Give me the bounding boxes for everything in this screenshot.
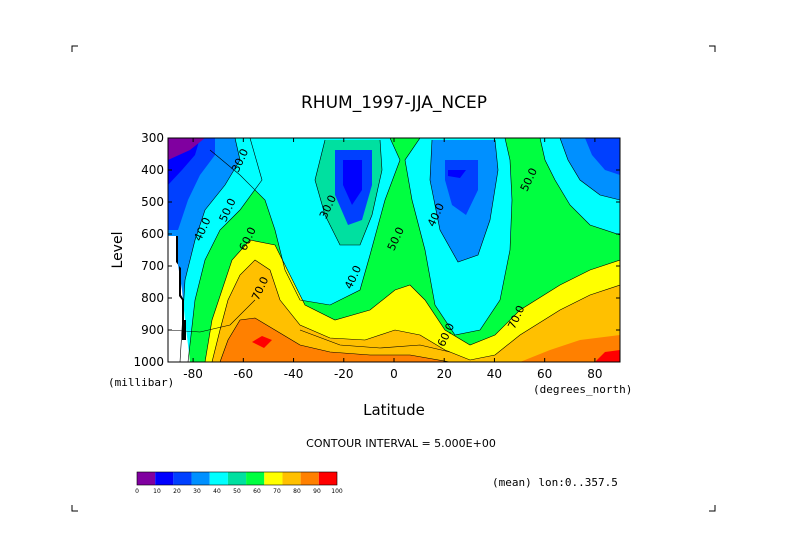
- colorbar-swatch: [155, 472, 174, 485]
- colorbar-label: 100: [331, 488, 343, 495]
- colorbar-label: 10: [153, 488, 161, 495]
- colorbar-swatch: [137, 472, 156, 485]
- colorbar-label: 60: [253, 488, 261, 495]
- fill-region-80: [220, 318, 620, 362]
- colorbar-label: 0: [135, 488, 139, 495]
- x-tick-label: 40: [487, 367, 502, 381]
- y-tick-label: 800: [141, 291, 164, 305]
- colorbar-swatch: [282, 472, 301, 485]
- colorbar-swatch: [209, 472, 228, 485]
- fill-region-sh-0: [168, 138, 205, 160]
- x-tick-label: -60: [234, 367, 254, 381]
- x-tick-label: -20: [334, 367, 354, 381]
- colorbar-swatch: [318, 472, 337, 485]
- y-tick-label: 600: [141, 227, 164, 241]
- colorbar-label: 90: [313, 488, 321, 495]
- fill-region-10-south: [343, 160, 362, 205]
- x-tick-label: -40: [284, 367, 304, 381]
- colorbar-swatch: [173, 472, 192, 485]
- colorbar-label: 50: [233, 488, 241, 495]
- x-tick-label: 80: [587, 367, 602, 381]
- colorbar-swatch: [264, 472, 283, 485]
- y-axis-units: (millibar): [108, 376, 174, 389]
- colorbar-swatch: [191, 472, 210, 485]
- contour-field: [168, 138, 620, 362]
- y-tick-label: 400: [141, 163, 164, 177]
- colorbar-label: 20: [173, 488, 181, 495]
- x-axis-label: Latitude: [363, 401, 425, 419]
- mean-annotation: (mean) lon:0..357.5: [492, 476, 618, 489]
- colorbar-swatch: [227, 472, 247, 485]
- y-tick-label: 300: [141, 131, 164, 145]
- colorbar-label: 40: [213, 488, 221, 495]
- colorbar: 0 10 20 30 40 50 60 70 80 90 100: [135, 471, 343, 495]
- y-tick-label: 500: [141, 195, 164, 209]
- fill-region-70: [212, 260, 620, 362]
- y-tick-label: 700: [141, 259, 164, 273]
- colorbar-swatch: [246, 472, 265, 485]
- x-tick-label: -80: [183, 367, 203, 381]
- x-axis-units: (degrees_north): [533, 383, 632, 396]
- colorbar-swatch: [300, 472, 319, 485]
- fill-region-nh-20: [585, 138, 620, 175]
- fill-region-10-north: [448, 170, 466, 178]
- colorbar-label: 70: [273, 488, 281, 495]
- y-axis: 300 400 500 600 700 800 900 1000: [133, 131, 620, 369]
- y-tick-label: 1000: [133, 355, 164, 369]
- x-tick-label: 60: [537, 367, 552, 381]
- y-tick-label: 900: [141, 323, 164, 337]
- colorbar-frame: [136, 471, 338, 486]
- contour-lines: [168, 138, 620, 362]
- x-tick-label: 20: [437, 367, 452, 381]
- x-tick-label: 0: [390, 367, 398, 381]
- masked-region-edge: [176, 236, 186, 340]
- y-axis-label: Level: [110, 232, 126, 269]
- contour-interval-text: CONTOUR INTERVAL = 5.000E+00: [306, 437, 496, 450]
- crop-marks: [71, 45, 716, 512]
- chart-title: RHUM_1997-JJA_NCEP: [301, 93, 487, 113]
- x-axis: -80 -60 -40 -20 0 20 40 60 80: [183, 138, 603, 381]
- colorbar-label: 80: [293, 488, 301, 495]
- colorbar-label: 30: [193, 488, 201, 495]
